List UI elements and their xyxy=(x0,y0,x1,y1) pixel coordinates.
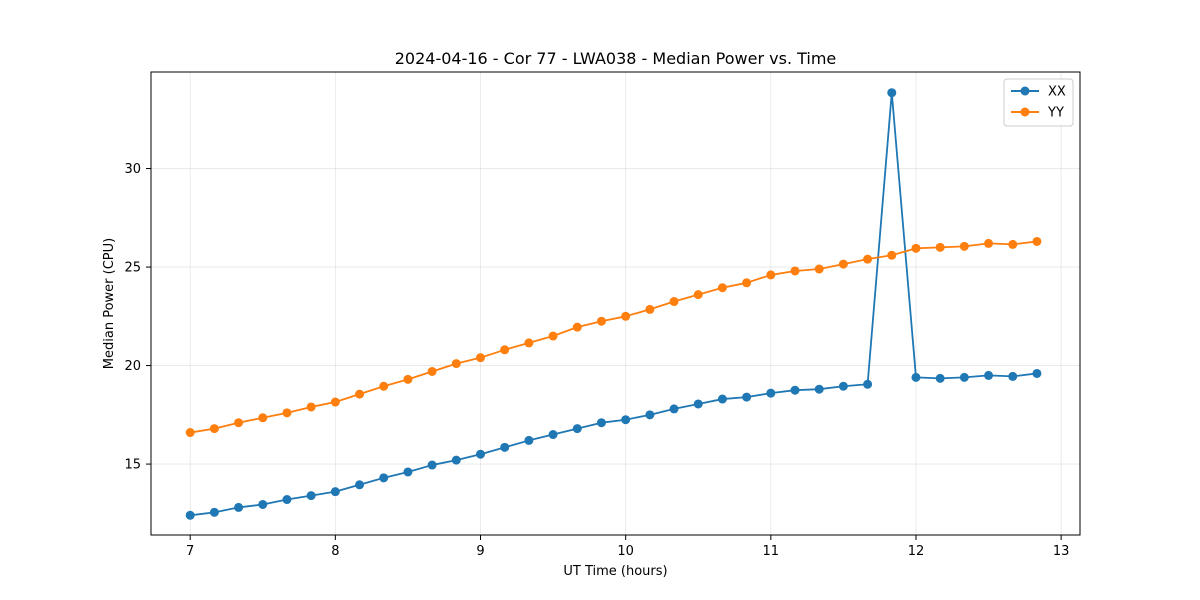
data-point-yy xyxy=(645,304,655,314)
legend-marker-yy xyxy=(1020,107,1030,117)
y-axis-label: Median Power (CPU) xyxy=(102,238,117,369)
data-point-yy xyxy=(572,322,582,332)
data-point-xx xyxy=(669,404,679,414)
data-point-xx xyxy=(427,460,437,470)
data-point-yy xyxy=(911,243,921,253)
x-tick-label: 13 xyxy=(1053,544,1070,559)
data-point-xx xyxy=(451,455,461,465)
y-axis: 15 20 25 30 xyxy=(124,162,151,473)
data-point-xx xyxy=(379,473,389,483)
data-point-xx xyxy=(282,495,292,505)
data-point-yy xyxy=(984,238,994,248)
data-point-yy xyxy=(621,311,631,321)
data-point-xx xyxy=(935,373,945,383)
data-point-yy xyxy=(959,241,969,251)
x-axis-label: UT Time (hours) xyxy=(563,564,667,579)
data-point-xx xyxy=(863,379,873,389)
data-point-yy xyxy=(185,428,195,438)
data-point-yy xyxy=(476,353,485,363)
y-tick-label: 30 xyxy=(124,162,141,177)
data-point-xx xyxy=(355,480,365,490)
data-point-yy xyxy=(403,374,413,384)
x-tick-label: 11 xyxy=(763,544,780,559)
data-point-xx xyxy=(984,370,994,380)
data-point-yy xyxy=(596,316,606,326)
legend-label-yy: YY xyxy=(1047,106,1064,121)
data-point-yy xyxy=(355,389,365,399)
data-point-yy xyxy=(427,366,437,376)
y-tick-label: 15 xyxy=(124,458,141,473)
chart-title: 2024-04-16 - Cor 77 - LWA038 - Median Po… xyxy=(395,49,837,68)
data-point-yy xyxy=(935,242,945,252)
data-point-xx xyxy=(790,385,800,395)
data-point-xx xyxy=(548,430,558,440)
data-point-xx xyxy=(185,510,195,520)
data-point-xx xyxy=(693,399,703,409)
series-layer xyxy=(185,88,1042,520)
data-point-yy xyxy=(1032,236,1042,246)
data-point-yy xyxy=(548,331,558,341)
data-point-xx xyxy=(911,372,921,382)
legend-marker-xx xyxy=(1020,86,1030,96)
data-point-yy xyxy=(451,359,461,369)
data-point-xx xyxy=(500,442,510,452)
data-point-yy xyxy=(669,297,679,307)
data-point-yy xyxy=(524,338,534,348)
x-tick-label: 9 xyxy=(476,544,484,559)
legend: XX YY xyxy=(1003,78,1074,127)
x-axis: 7 8 9 10 11 12 13 xyxy=(186,535,1069,559)
data-point-xx xyxy=(209,507,219,517)
data-point-xx xyxy=(1008,371,1018,381)
plot-area-frame xyxy=(150,71,1081,536)
data-point-yy xyxy=(814,264,824,274)
data-point-yy xyxy=(742,278,752,288)
data-point-xx xyxy=(838,381,848,391)
data-point-yy xyxy=(838,259,848,269)
data-point-yy xyxy=(282,408,292,418)
data-point-xx xyxy=(330,487,340,497)
data-point-yy xyxy=(1008,239,1018,249)
data-point-xx xyxy=(524,435,534,445)
data-point-xx xyxy=(306,491,316,501)
data-point-xx xyxy=(814,384,824,394)
data-point-yy xyxy=(790,266,800,276)
data-point-xx xyxy=(621,415,631,425)
data-point-yy xyxy=(234,418,244,428)
data-point-xx xyxy=(572,424,582,434)
y-tick-label: 20 xyxy=(124,359,141,374)
data-point-yy xyxy=(717,283,727,293)
data-point-yy xyxy=(693,290,703,300)
data-point-xx xyxy=(717,394,727,404)
data-point-xx xyxy=(476,449,485,459)
data-point-xx xyxy=(234,502,244,512)
data-point-xx xyxy=(258,499,268,509)
data-point-yy xyxy=(330,397,340,407)
data-point-xx xyxy=(766,388,776,398)
data-point-xx xyxy=(645,410,655,420)
data-point-xx xyxy=(403,467,413,477)
data-point-yy xyxy=(863,254,873,264)
data-point-xx xyxy=(1032,368,1042,378)
grid xyxy=(151,72,1080,535)
data-point-xx xyxy=(887,88,897,98)
y-tick-label: 25 xyxy=(124,261,141,276)
data-point-yy xyxy=(379,381,389,391)
x-tick-label: 12 xyxy=(908,544,925,559)
data-point-yy xyxy=(766,270,776,280)
data-point-yy xyxy=(306,402,316,412)
data-point-xx xyxy=(959,372,969,382)
x-tick-label: 7 xyxy=(186,544,194,559)
data-point-yy xyxy=(500,345,510,355)
data-point-xx xyxy=(742,392,752,402)
data-point-xx xyxy=(596,418,606,428)
legend-label-xx: XX xyxy=(1048,85,1066,100)
x-tick-label: 8 xyxy=(331,544,339,559)
data-point-yy xyxy=(258,413,268,423)
data-point-yy xyxy=(209,424,219,434)
data-point-yy xyxy=(887,250,897,260)
x-tick-label: 10 xyxy=(617,544,634,559)
